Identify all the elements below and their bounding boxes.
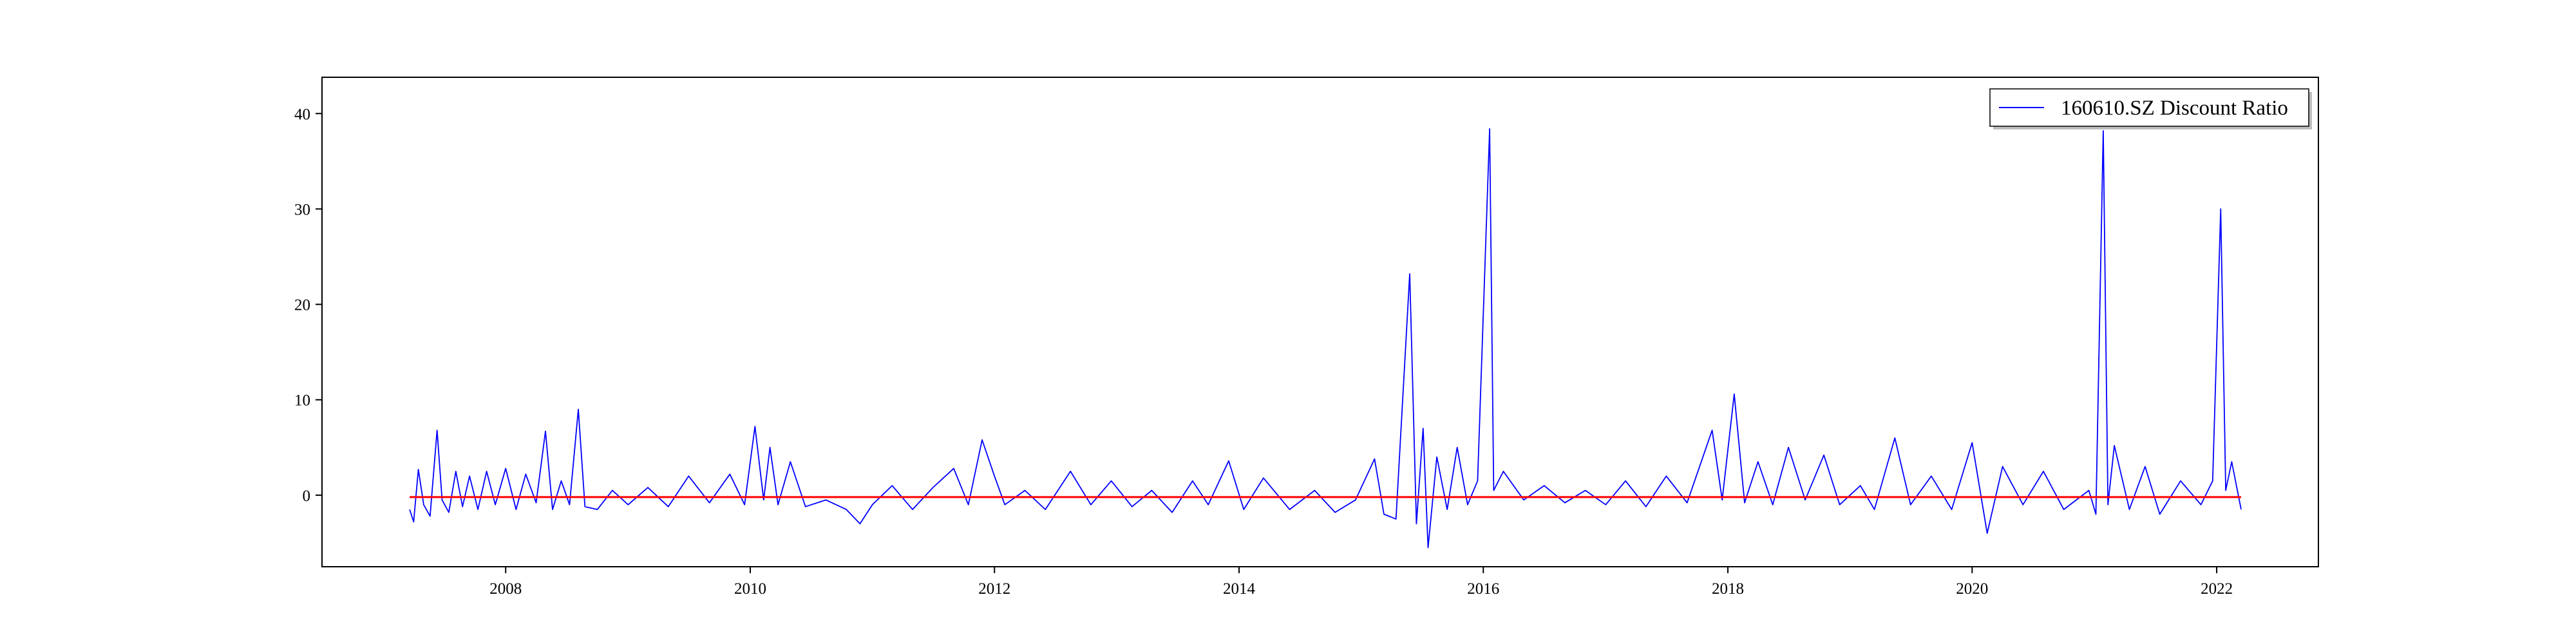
legend-label: 160610.SZ Discount Ratio	[2061, 97, 2288, 120]
series-line-discount-ratio	[409, 128, 2242, 549]
x-tick-label: 2020	[1956, 580, 1988, 598]
x-tick-label: 2018	[1712, 580, 1744, 598]
x-tick-label: 2010	[734, 580, 766, 598]
y-tick-label: 0	[303, 488, 311, 505]
y-tick-label: 20	[294, 297, 310, 314]
x-axis: 2008 2010 2012 2014 2016 2018 2020 2022	[489, 567, 2233, 598]
legend: 160610.SZ Discount Ratio	[1989, 88, 2312, 129]
x-tick-label: 2014	[1223, 580, 1256, 598]
x-tick-label: 2016	[1467, 580, 1499, 598]
x-tick-label: 2008	[489, 580, 522, 598]
x-tick-label: 2022	[2201, 580, 2233, 598]
y-tick-label: 10	[294, 392, 310, 410]
y-axis: 0 10 20 30 40	[294, 106, 322, 505]
y-tick-label: 40	[294, 106, 310, 123]
series-layer	[409, 128, 2242, 549]
plot-frame	[321, 77, 2319, 567]
y-tick-label: 30	[294, 201, 310, 218]
x-tick-label: 2012	[978, 580, 1010, 598]
